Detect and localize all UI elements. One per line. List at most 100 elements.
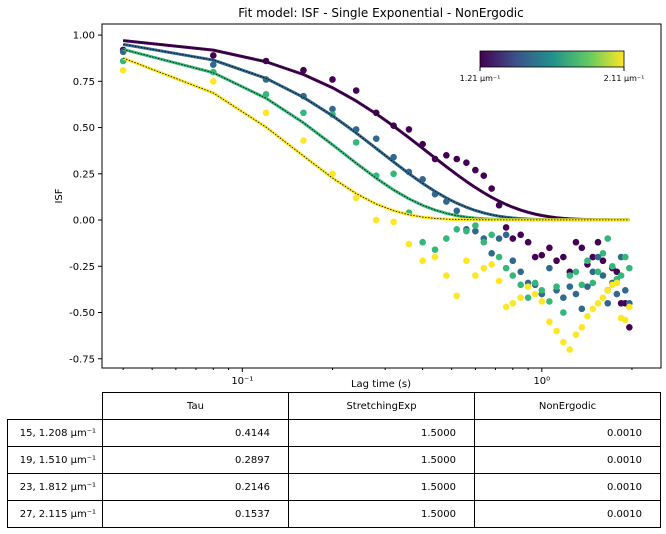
- nonergodic-value: 0.0010: [474, 500, 661, 528]
- data-point: [613, 279, 621, 287]
- stretching-exp-value: 1.5000: [288, 446, 475, 474]
- data-point: [453, 207, 461, 215]
- data-point: [560, 253, 567, 261]
- tau-value: 0.2897: [102, 446, 289, 474]
- data-point: [472, 227, 479, 235]
- data-point: [594, 299, 602, 307]
- fit-curve-dotted: [123, 43, 630, 221]
- data-point: [488, 261, 495, 268]
- data-point: [622, 316, 629, 324]
- chart-title: Fit model: ISF - Single Exponential - No…: [238, 6, 524, 20]
- data-point: [599, 272, 607, 279]
- data-point: [390, 218, 397, 226]
- data-point: [524, 283, 532, 290]
- table-header-row: Tau StretchingExp NonErgodic: [7, 392, 661, 420]
- isf-chart: Fit model: ISF - Single Exponential - No…: [54, 6, 662, 390]
- table-corner: [7, 392, 103, 420]
- data-point: [480, 172, 488, 179]
- data-point: [538, 298, 546, 305]
- data-point: [390, 170, 397, 178]
- x-tick-label: 10⁻¹: [231, 376, 253, 387]
- data-point: [546, 318, 553, 326]
- data-point: [443, 272, 450, 279]
- data-point: [560, 294, 567, 302]
- fit-curve-dotted: [123, 48, 630, 221]
- header-nonergodic: NonErgodic: [474, 392, 661, 420]
- data-point: [578, 305, 586, 313]
- table-row: 23, 1.812 μm⁻¹ 0.2146 1.5000 0.0010: [7, 473, 661, 501]
- data-point: [584, 257, 591, 265]
- data-point: [622, 253, 629, 261]
- data-point: [531, 279, 539, 287]
- y-tick-label: -0.50: [69, 308, 95, 319]
- data-point: [463, 227, 470, 235]
- data-point: [546, 298, 553, 305]
- colorbar-gradient: [479, 50, 625, 68]
- data-point: [419, 238, 426, 246]
- data-point: [546, 264, 553, 272]
- y-tick-label: 0.25: [73, 169, 95, 180]
- data-point: [419, 257, 426, 265]
- data-point: [329, 105, 336, 113]
- data-point: [453, 292, 461, 300]
- data-point: [443, 152, 450, 159]
- data-point: [509, 299, 517, 307]
- data-point: [352, 87, 360, 94]
- data-point: [572, 290, 580, 298]
- data-point: [517, 281, 524, 289]
- data-point: [626, 324, 633, 331]
- row-label: 27, 2.115 μm⁻¹: [7, 500, 103, 528]
- data-point: [589, 253, 597, 261]
- nonergodic-value: 0.0010: [474, 473, 661, 501]
- data-point: [488, 231, 495, 239]
- data-point: [472, 272, 479, 279]
- data-point: [480, 238, 488, 246]
- row-label: 23, 1.812 μm⁻¹: [7, 473, 103, 501]
- data-point: [502, 224, 510, 231]
- data-point: [472, 222, 479, 229]
- data-point: [560, 338, 567, 346]
- data-point: [589, 268, 597, 276]
- fit-curve: [122, 42, 630, 222]
- colorbar: 1.21 μm⁻¹ 2.11 μm⁻¹: [460, 50, 644, 83]
- stretching-exp-value: 1.5000: [288, 500, 475, 528]
- tau-value: 0.4144: [102, 419, 289, 447]
- data-point: [538, 251, 546, 259]
- data-point: [584, 312, 591, 320]
- header-stretching-exp: StretchingExp: [288, 392, 475, 420]
- data-point: [566, 346, 574, 353]
- data-point: [604, 287, 612, 294]
- data-point: [572, 331, 580, 339]
- data-point: [572, 268, 580, 276]
- table-row: 27, 2.115 μm⁻¹ 0.1537 1.5000 0.0010: [7, 500, 661, 528]
- fit-results-table: Tau StretchingExp NonErgodic 15, 1.208 μ…: [7, 392, 661, 528]
- data-point: [524, 294, 532, 302]
- data-point: [599, 250, 607, 257]
- data-point: [300, 66, 307, 74]
- data-point: [372, 135, 380, 142]
- data-point: [517, 294, 524, 302]
- data-point: [405, 126, 413, 133]
- data-point: [517, 231, 524, 239]
- data-point: [495, 201, 503, 209]
- data-point: [488, 185, 495, 192]
- data-point: [352, 194, 360, 202]
- data-point: [209, 78, 217, 85]
- data-point: [495, 235, 503, 242]
- data-point: [431, 246, 439, 253]
- row-label: 19, 1.510 μm⁻¹: [7, 446, 103, 474]
- data-point: [613, 290, 621, 298]
- data-point: [495, 253, 503, 261]
- data-point: [495, 277, 503, 285]
- data-point: [405, 240, 413, 248]
- data-point: [453, 155, 461, 163]
- data-point: [613, 268, 621, 276]
- table-row: 19, 1.510 μm⁻¹ 0.2897 1.5000 0.0010: [7, 446, 661, 474]
- y-tick-label: 0.75: [73, 77, 95, 88]
- data-point: [594, 253, 602, 261]
- tau-value: 0.2146: [102, 473, 289, 501]
- y-tick-label: 0.00: [73, 216, 95, 227]
- data-point: [578, 281, 586, 289]
- data-point: [502, 231, 510, 239]
- data-point: [480, 264, 488, 272]
